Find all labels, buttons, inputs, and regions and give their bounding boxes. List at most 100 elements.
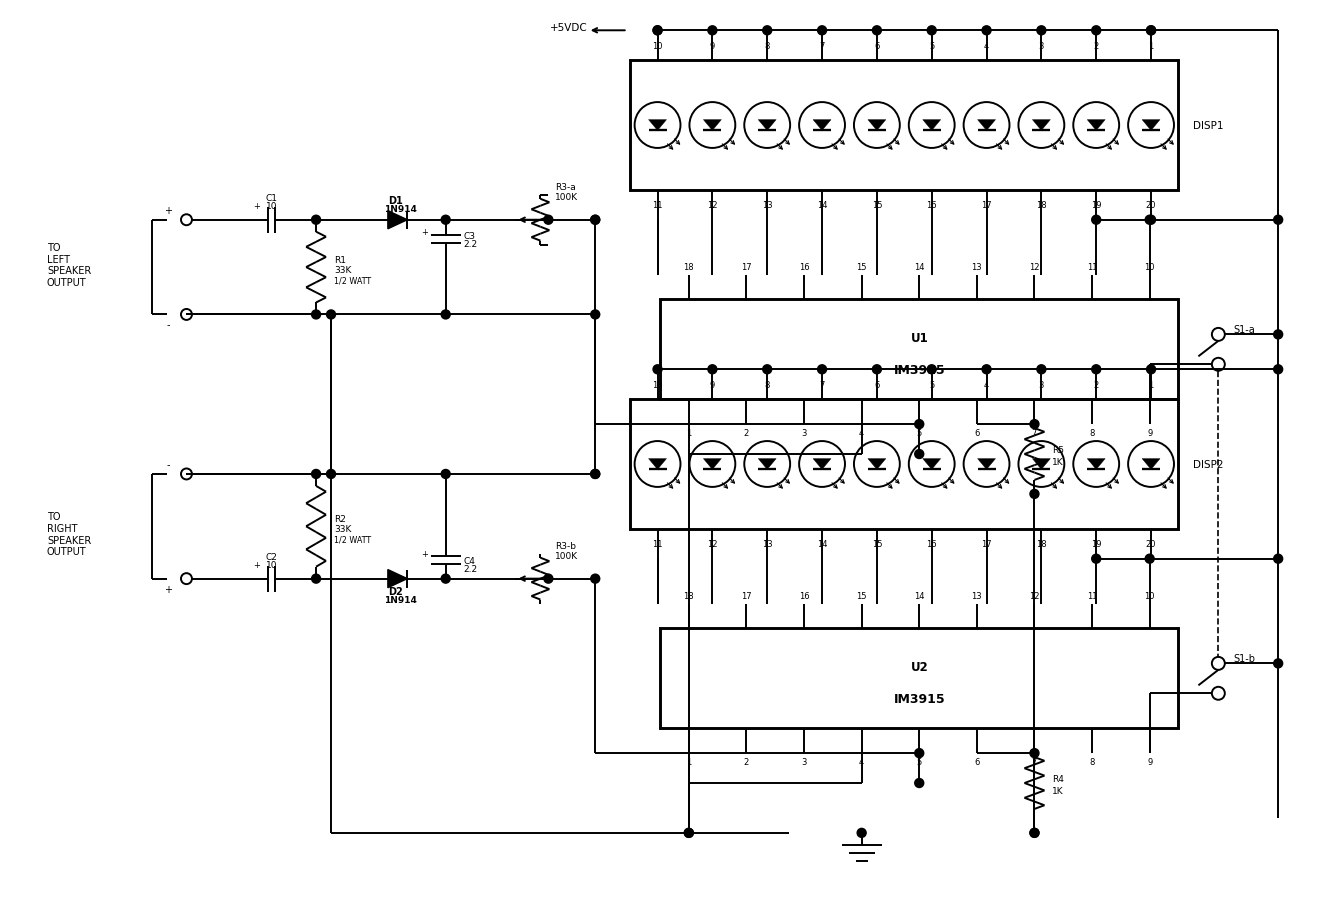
Circle shape	[1030, 829, 1039, 837]
Circle shape	[441, 574, 450, 584]
Polygon shape	[923, 460, 941, 470]
Text: 2.2: 2.2	[464, 564, 477, 573]
Text: IM3915: IM3915	[894, 363, 945, 377]
Text: 18: 18	[684, 592, 694, 600]
Text: 5: 5	[917, 756, 922, 766]
Text: 1N914: 1N914	[384, 596, 417, 605]
Polygon shape	[813, 460, 831, 470]
Circle shape	[1036, 27, 1046, 36]
Polygon shape	[703, 460, 722, 470]
Text: 11: 11	[1087, 263, 1097, 272]
Circle shape	[327, 311, 336, 320]
Text: 10: 10	[266, 202, 277, 211]
Circle shape	[591, 470, 599, 479]
Text: R1: R1	[335, 255, 345, 265]
Text: 14: 14	[914, 263, 925, 272]
Text: R4: R4	[1052, 774, 1064, 783]
Polygon shape	[1087, 120, 1105, 131]
Circle shape	[1091, 27, 1101, 36]
Polygon shape	[758, 120, 777, 131]
Text: 1: 1	[687, 428, 691, 437]
Text: 7: 7	[820, 41, 825, 51]
Text: 17: 17	[741, 263, 751, 272]
Circle shape	[1145, 216, 1154, 225]
Text: 7: 7	[820, 380, 825, 390]
Text: 4: 4	[859, 756, 864, 766]
Circle shape	[708, 366, 716, 374]
Text: 100K: 100K	[555, 551, 578, 561]
Circle shape	[1274, 554, 1282, 563]
Circle shape	[915, 450, 923, 459]
Circle shape	[544, 216, 552, 225]
Text: 8: 8	[1090, 428, 1095, 437]
Circle shape	[982, 366, 991, 374]
Polygon shape	[649, 120, 667, 131]
Polygon shape	[1087, 460, 1105, 470]
Text: 12: 12	[707, 201, 718, 210]
Circle shape	[684, 829, 694, 837]
Text: 3: 3	[801, 428, 806, 437]
Circle shape	[927, 27, 937, 36]
Text: -: -	[167, 320, 171, 330]
Circle shape	[1274, 366, 1282, 374]
Text: 18: 18	[1036, 201, 1047, 210]
Text: 12: 12	[707, 539, 718, 549]
Text: 3: 3	[801, 756, 806, 766]
Text: 1/2 WATT: 1/2 WATT	[335, 535, 371, 544]
Circle shape	[327, 470, 336, 479]
Text: 5: 5	[929, 41, 934, 51]
Circle shape	[1030, 420, 1039, 429]
Circle shape	[1146, 216, 1156, 225]
Text: 7: 7	[1032, 756, 1038, 766]
Circle shape	[441, 311, 450, 320]
Polygon shape	[813, 120, 831, 131]
Text: 17: 17	[981, 201, 992, 210]
Text: D1: D1	[388, 196, 403, 206]
Circle shape	[312, 216, 321, 225]
Polygon shape	[868, 120, 886, 131]
Circle shape	[1030, 490, 1039, 499]
Circle shape	[763, 27, 771, 36]
Circle shape	[1274, 659, 1282, 668]
Text: TO
LEFT
SPEAKER
OUTPUT: TO LEFT SPEAKER OUTPUT	[47, 243, 91, 288]
Text: IM3915: IM3915	[894, 692, 945, 705]
Text: 14: 14	[817, 201, 828, 210]
Text: 1: 1	[1148, 380, 1153, 390]
Text: C1: C1	[265, 194, 277, 203]
Text: 6: 6	[874, 380, 879, 390]
Text: 33K: 33K	[335, 525, 351, 534]
Polygon shape	[703, 120, 722, 131]
Text: C4: C4	[464, 557, 476, 565]
Polygon shape	[1032, 460, 1051, 470]
Circle shape	[591, 311, 599, 320]
Polygon shape	[1142, 460, 1160, 470]
Circle shape	[1036, 366, 1046, 374]
Circle shape	[312, 574, 321, 584]
Circle shape	[1145, 554, 1154, 563]
Text: 4: 4	[984, 41, 989, 51]
Text: 100K: 100K	[555, 193, 578, 202]
Text: 9: 9	[1146, 428, 1152, 437]
Text: 15: 15	[856, 592, 867, 600]
Circle shape	[1146, 366, 1156, 374]
Text: 10: 10	[1144, 263, 1154, 272]
Text: 2: 2	[1094, 380, 1099, 390]
Circle shape	[872, 27, 882, 36]
Circle shape	[684, 829, 694, 837]
Text: +: +	[421, 550, 427, 559]
Circle shape	[312, 470, 321, 479]
Text: 16: 16	[926, 201, 937, 210]
Circle shape	[544, 574, 552, 584]
Text: 15: 15	[872, 539, 882, 549]
Text: 18: 18	[1036, 539, 1047, 549]
Text: 1/2 WATT: 1/2 WATT	[335, 276, 371, 285]
Text: 2: 2	[743, 428, 749, 437]
Text: 17: 17	[981, 539, 992, 549]
Text: 6: 6	[874, 41, 879, 51]
Text: 14: 14	[914, 592, 925, 600]
Text: 6: 6	[974, 428, 980, 437]
Circle shape	[441, 470, 450, 479]
Polygon shape	[868, 460, 886, 470]
Circle shape	[817, 27, 827, 36]
Text: 5: 5	[929, 380, 934, 390]
